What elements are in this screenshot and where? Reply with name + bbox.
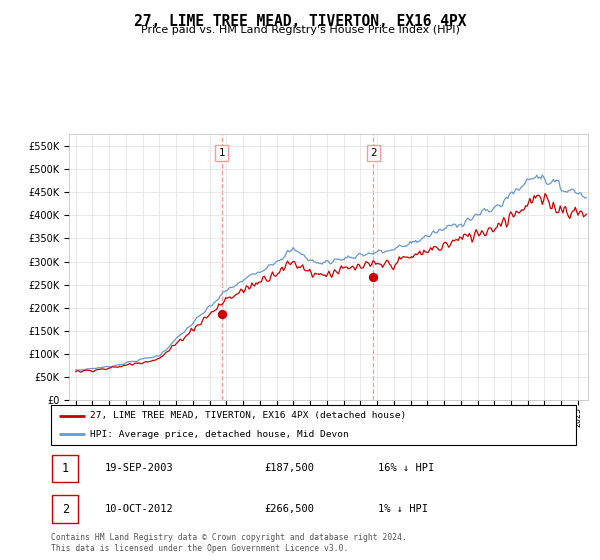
Text: 10-OCT-2012: 10-OCT-2012 — [105, 504, 174, 514]
Text: 16% ↓ HPI: 16% ↓ HPI — [378, 463, 434, 473]
Text: £266,500: £266,500 — [264, 504, 314, 514]
Text: 1: 1 — [62, 461, 69, 475]
Text: HPI: Average price, detached house, Mid Devon: HPI: Average price, detached house, Mid … — [91, 430, 349, 439]
Bar — [52, 455, 79, 482]
Text: 27, LIME TREE MEAD, TIVERTON, EX16 4PX (detached house): 27, LIME TREE MEAD, TIVERTON, EX16 4PX (… — [91, 411, 407, 420]
Point — [217, 309, 226, 318]
Text: £187,500: £187,500 — [264, 463, 314, 473]
Text: 27, LIME TREE MEAD, TIVERTON, EX16 4PX: 27, LIME TREE MEAD, TIVERTON, EX16 4PX — [134, 14, 466, 29]
Text: 2: 2 — [370, 148, 377, 158]
Bar — [52, 496, 79, 522]
Text: 2: 2 — [62, 502, 69, 516]
Text: 1: 1 — [218, 148, 225, 158]
Text: 1% ↓ HPI: 1% ↓ HPI — [378, 504, 428, 514]
Text: 19-SEP-2003: 19-SEP-2003 — [105, 463, 174, 473]
Text: Price paid vs. HM Land Registry's House Price Index (HPI): Price paid vs. HM Land Registry's House … — [140, 25, 460, 35]
Point — [368, 273, 378, 282]
Text: Contains HM Land Registry data © Crown copyright and database right 2024.
This d: Contains HM Land Registry data © Crown c… — [51, 533, 407, 553]
